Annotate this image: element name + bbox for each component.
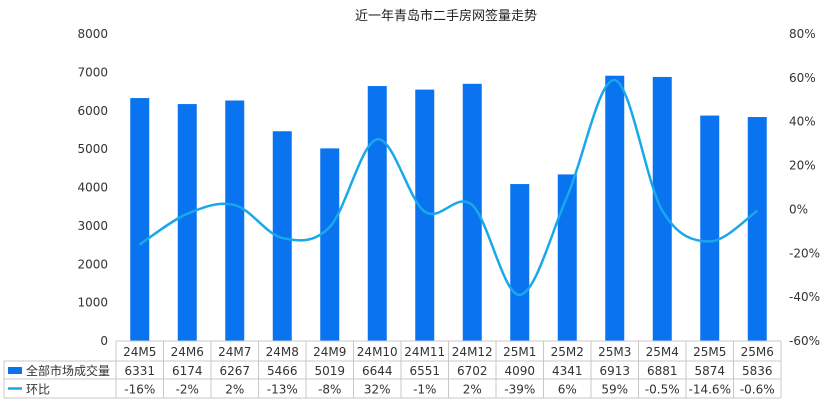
y-left-tick-label: 5000 <box>77 142 108 156</box>
bar <box>605 75 625 341</box>
line-data-label: 59% <box>601 383 628 397</box>
data-table: 24M5 24M6 24M7 24M8 24M9 24M10 24M11 24M12 25M1 2… <box>3 340 782 399</box>
bar-data-label: 6331 <box>124 364 155 378</box>
chart-title: 近一年青岛市二手房网签量走势 <box>355 8 537 24</box>
line-data-label: 2% <box>225 383 244 397</box>
x-tick-label: 25M2 <box>551 345 584 359</box>
y-right-tick-label: 40% <box>789 115 816 129</box>
bar-data-label: 6644 <box>362 364 393 378</box>
x-tick-label: 25M6 <box>741 345 774 359</box>
bar-data-label: 6913 <box>599 364 630 378</box>
x-tick-label: 24M7 <box>218 345 251 359</box>
bar-data-label: 5019 <box>314 364 345 378</box>
x-tick-label: 24M5 <box>123 345 156 359</box>
x-tick-label: 24M12 <box>452 345 493 359</box>
y-left-tick-label: 4000 <box>77 181 108 195</box>
bar <box>462 83 482 341</box>
x-tick-label: 24M6 <box>171 345 204 359</box>
y-left-tick-label: 8000 <box>77 27 108 41</box>
x-tick-label: 25M3 <box>598 345 631 359</box>
x-tick-label: 24M9 <box>313 345 346 359</box>
x-tick-label: 25M4 <box>646 345 679 359</box>
bar-data-label: 6267 <box>219 364 250 378</box>
line-data-label: -13% <box>267 383 298 397</box>
y-left-tick-label: 3000 <box>77 219 108 233</box>
bar <box>320 148 340 341</box>
y-left-tick-label: 0 <box>100 334 108 348</box>
bar-data-label: 5836 <box>742 364 773 378</box>
line-data-label: -2% <box>176 383 199 397</box>
x-tick-label: 24M8 <box>266 345 299 359</box>
bar <box>177 104 197 341</box>
bar <box>415 89 435 341</box>
bar <box>557 174 577 341</box>
line-data-label: -0.6% <box>740 383 775 397</box>
y-axis-left: 0 1000 2000 3000 4000 5000 6000 7000 8000 <box>77 27 108 348</box>
bar <box>510 184 530 341</box>
bar-data-label: 4090 <box>504 364 535 378</box>
y-right-tick-label: 0% <box>789 202 808 216</box>
line-data-label: 32% <box>364 383 391 397</box>
legend-label-bar: 全部市场成交量 <box>26 363 110 378</box>
legend-label-line: 环比 <box>26 383 50 397</box>
x-tick-label: 25M5 <box>693 345 726 359</box>
bar <box>747 117 767 341</box>
line-data-label: 2% <box>463 383 482 397</box>
line-data-label: -1% <box>413 383 436 397</box>
y-left-tick-label: 7000 <box>77 65 108 79</box>
x-tick-label: 24M11 <box>404 345 445 359</box>
x-tick-label: 24M10 <box>357 345 398 359</box>
y-left-tick-label: 1000 <box>77 296 108 310</box>
bar <box>225 100 245 341</box>
line-data-label: -16% <box>124 383 155 397</box>
legend-swatch-bar <box>8 367 22 374</box>
y-right-tick-label: 20% <box>789 159 816 173</box>
bar-data-label: 5874 <box>694 364 725 378</box>
bar-data-label: 6551 <box>409 364 440 378</box>
bar <box>272 131 292 341</box>
line-data-label: -8% <box>318 383 341 397</box>
bar <box>130 98 150 341</box>
line-data-label: -39% <box>504 383 535 397</box>
bar-data-label: 6702 <box>457 364 488 378</box>
y-right-tick-label: 80% <box>789 27 816 41</box>
bar-data-label: 6174 <box>172 364 203 378</box>
y-left-tick-label: 6000 <box>77 104 108 118</box>
y-right-tick-label: -60% <box>789 334 820 348</box>
bar-data-label: 5466 <box>267 364 298 378</box>
line-data-label: -14.6% <box>689 383 731 397</box>
y-left-tick-label: 2000 <box>77 257 108 271</box>
bar <box>700 115 720 341</box>
line-data-label: -0.5% <box>645 383 680 397</box>
bar <box>367 86 387 341</box>
bar-series <box>130 75 767 342</box>
line-path <box>139 78 758 297</box>
x-tick-label: 25M1 <box>503 345 536 359</box>
y-right-tick-label: -40% <box>789 290 820 304</box>
y-right-tick-label: 60% <box>789 71 816 85</box>
bar-data-label: 6881 <box>647 364 678 378</box>
y-right-tick-label: -20% <box>789 246 820 260</box>
bar-data-label: 4341 <box>552 364 583 378</box>
y-axis-right: -60% -40% -20% 0% 20% 40% 60% 80% <box>789 27 820 348</box>
line-series <box>139 78 758 297</box>
line-data-label: 6% <box>558 383 577 397</box>
